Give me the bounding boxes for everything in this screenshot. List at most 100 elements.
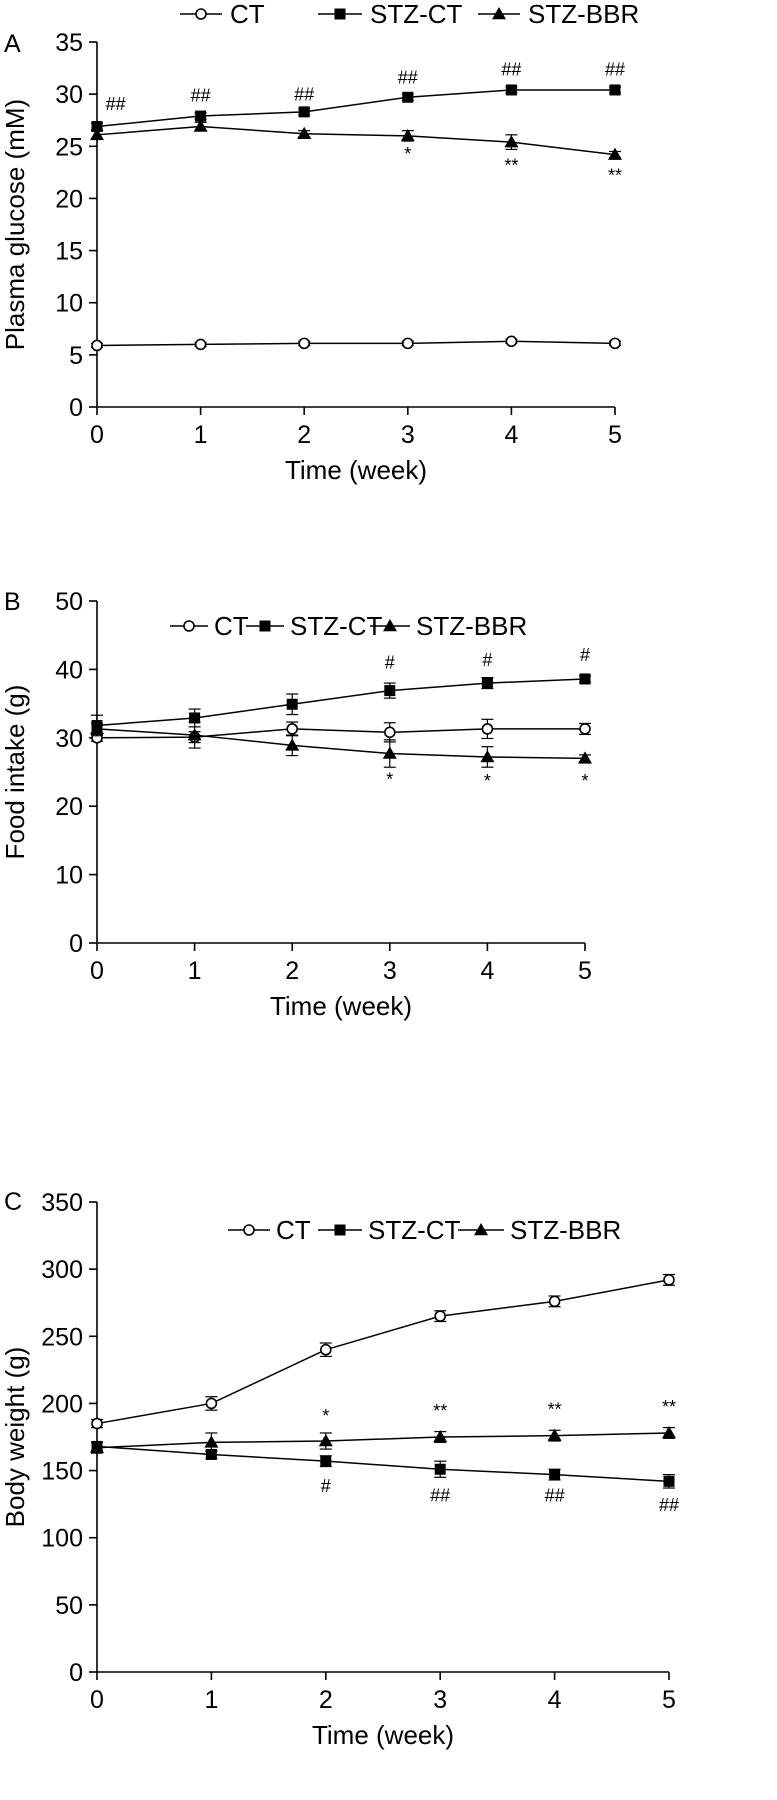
series-line	[96, 1279, 670, 1425]
series-ct	[91, 335, 621, 352]
data-point	[663, 1274, 675, 1286]
x-tick-label: 4	[504, 421, 518, 449]
y-tick-label: 0	[69, 930, 83, 958]
data-point	[609, 84, 621, 96]
panel-letter: C	[4, 1188, 22, 1216]
panel-letter: A	[4, 30, 21, 58]
legend-marker	[383, 619, 397, 632]
significance-mark: **	[548, 1400, 562, 1420]
x-tick-label: 1	[194, 421, 208, 449]
significance-mark: *	[581, 771, 588, 791]
legend-label: CT	[276, 1215, 311, 1245]
data-point	[578, 751, 592, 764]
data-point	[298, 106, 310, 118]
significance-mark: ##	[398, 68, 418, 88]
y-tick-label: 5	[69, 342, 83, 370]
series-stz-bbr	[90, 1425, 676, 1454]
significance-mark: #	[321, 1476, 331, 1496]
series-line	[96, 678, 586, 727]
y-tick-label: 50	[55, 1592, 83, 1620]
significance-mark: #	[482, 650, 492, 670]
data-point	[91, 339, 103, 352]
y-tick-label: 35	[55, 29, 83, 57]
x-tick-label: 5	[608, 421, 622, 449]
significance-mark: ##	[659, 1495, 679, 1515]
data-point	[505, 84, 517, 96]
data-point	[402, 91, 414, 103]
legend-marker	[474, 1223, 488, 1236]
legend-marker	[492, 7, 506, 20]
x-tick-label: 0	[90, 957, 104, 985]
y-tick-label: 10	[55, 862, 83, 890]
significance-mark: **	[662, 1397, 676, 1417]
data-point	[384, 685, 396, 697]
data-point	[382, 746, 397, 759]
significance-mark: ##	[430, 1485, 450, 1505]
x-tick-label: 4	[548, 1686, 562, 1714]
data-point	[480, 749, 495, 763]
data-point	[401, 337, 414, 350]
data-point	[548, 1295, 561, 1308]
data-point	[319, 1343, 332, 1356]
legend-marker	[334, 1224, 346, 1236]
data-point	[205, 1397, 218, 1410]
series-line	[96, 89, 615, 128]
series-line	[96, 728, 586, 760]
data-point	[90, 1440, 104, 1453]
significance-mark: *	[404, 144, 411, 164]
data-point	[318, 1434, 333, 1447]
x-axis-label: Time (week)	[270, 991, 412, 1021]
x-tick-label: 0	[90, 421, 104, 449]
data-point	[193, 119, 208, 132]
significance-mark: ##	[106, 94, 126, 114]
significance-mark: ##	[605, 59, 625, 79]
legend-label: STZ-CT	[370, 0, 463, 29]
x-tick-label: 3	[383, 957, 397, 985]
legend: CT STZ-CT STZ-BBR	[170, 611, 527, 641]
data-point	[286, 698, 298, 710]
data-point	[547, 1428, 562, 1441]
series-line	[96, 1445, 670, 1483]
legend-marker	[334, 8, 346, 20]
data-point	[481, 677, 493, 689]
data-point	[90, 127, 104, 141]
legend-label: STZ-CT	[290, 611, 383, 641]
y-tick-label: 10	[55, 290, 83, 318]
data-point	[579, 723, 591, 735]
y-tick-label: 50	[55, 588, 83, 616]
data-point	[189, 712, 201, 724]
y-tick-label: 20	[55, 793, 83, 821]
data-point	[205, 1448, 217, 1460]
y-tick-label: 40	[55, 656, 83, 684]
data-point	[549, 1469, 561, 1481]
data-point	[663, 1475, 675, 1487]
data-point	[383, 726, 396, 739]
x-tick-label: 3	[433, 1686, 447, 1714]
significance-mark: ##	[545, 1485, 565, 1505]
data-point	[91, 1417, 103, 1430]
data-point	[286, 723, 299, 735]
legend: CT STZ-CT STZ-BBR	[180, 0, 639, 29]
legend-marker	[195, 8, 207, 20]
legend-label: CT	[214, 611, 249, 641]
data-point	[194, 338, 207, 351]
significance-mark: *	[322, 1406, 329, 1426]
y-tick-label: 30	[55, 725, 83, 753]
series-stz-bbr	[90, 721, 592, 768]
data-point	[90, 721, 104, 735]
series-stz-ct	[91, 1440, 675, 1489]
x-axis-label: Time (week)	[285, 455, 427, 485]
data-point	[297, 126, 312, 140]
x-tick-label: 2	[319, 1686, 333, 1714]
y-tick-label: 100	[41, 1525, 83, 1553]
x-tick-label: 1	[204, 1686, 218, 1714]
legend-marker	[243, 1224, 255, 1236]
x-axis-label: Time (week)	[312, 1720, 454, 1750]
y-tick-label: 0	[69, 394, 83, 422]
panel-c-chart: C 0 50 100 150 200 250 300 350 0 1 2 3 4 5 Time (week) B…	[0, 1188, 679, 1750]
significance-mark: *	[484, 771, 491, 791]
panel-a-chart: A 0 5 10 15 20 25 30 35 0 1 2 3 4 5 Time (week) Plasma g…	[0, 0, 639, 485]
y-axis-label: Body weight (g)	[0, 1347, 30, 1528]
series-stz-bbr	[90, 119, 622, 160]
